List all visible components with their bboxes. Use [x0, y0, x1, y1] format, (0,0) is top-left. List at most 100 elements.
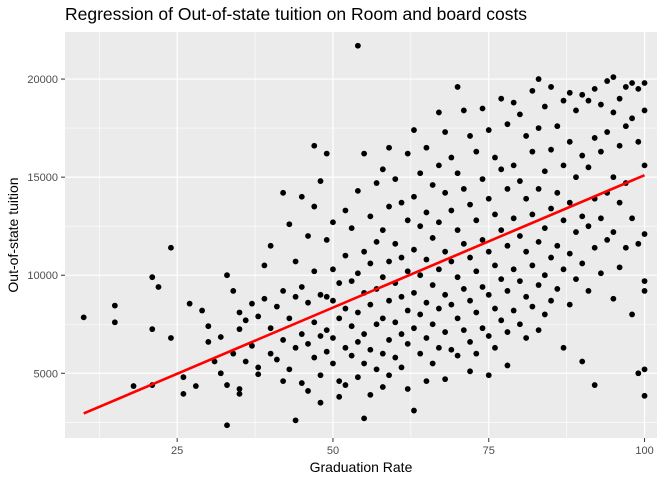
- y-tick-label: 15000: [27, 172, 58, 184]
- data-point: [429, 360, 436, 367]
- data-point: [535, 125, 542, 132]
- data-point: [392, 240, 399, 247]
- data-point: [429, 282, 436, 288]
- data-point: [541, 311, 548, 318]
- data-point: [541, 225, 548, 232]
- data-point: [423, 378, 430, 385]
- data-point: [523, 195, 530, 202]
- data-point: [579, 213, 586, 220]
- data-point: [479, 176, 486, 183]
- data-point: [460, 286, 467, 292]
- data-point: [504, 287, 511, 294]
- data-point: [504, 329, 511, 335]
- data-point: [435, 266, 442, 273]
- data-point: [604, 237, 611, 243]
- data-point: [224, 422, 230, 429]
- data-point: [442, 129, 449, 135]
- data-point: [330, 219, 336, 226]
- data-point: [641, 162, 648, 169]
- data-point: [311, 354, 318, 361]
- data-point: [517, 233, 523, 239]
- data-point: [616, 142, 623, 149]
- data-point: [467, 297, 473, 304]
- data-point: [386, 144, 392, 151]
- data-point: [404, 217, 411, 224]
- data-point: [554, 123, 561, 130]
- data-point: [342, 305, 349, 312]
- data-point: [604, 78, 611, 84]
- data-point: [641, 366, 648, 373]
- data-point: [442, 376, 449, 383]
- data-point: [473, 350, 480, 357]
- data-point: [348, 323, 355, 330]
- data-point: [604, 129, 611, 135]
- data-point: [460, 240, 467, 247]
- data-point: [610, 229, 617, 235]
- data-point: [361, 331, 368, 337]
- y-tick-label: 5000: [34, 368, 58, 380]
- data-point: [379, 315, 386, 322]
- data-point: [261, 295, 268, 302]
- data-point: [348, 278, 355, 284]
- data-point: [224, 382, 230, 388]
- data-point: [361, 248, 368, 255]
- x-axis-ticks: 25 50 75 100: [171, 438, 654, 457]
- data-point: [448, 346, 455, 353]
- data-point: [286, 315, 293, 322]
- data-point: [255, 364, 262, 371]
- data-point: [392, 176, 399, 183]
- data-point: [379, 274, 386, 281]
- data-point: [460, 327, 467, 334]
- data-point: [398, 293, 405, 300]
- data-point: [230, 350, 237, 357]
- data-point: [336, 393, 343, 400]
- data-point: [354, 270, 361, 277]
- regression-line: [83, 173, 646, 415]
- data-point: [411, 246, 417, 253]
- data-point: [517, 111, 523, 118]
- data-point: [317, 372, 324, 379]
- data-point: [548, 297, 554, 304]
- x-tick-label: 100: [635, 445, 653, 457]
- data-point: [510, 266, 517, 273]
- data-point: [504, 186, 511, 192]
- data-point: [492, 344, 498, 351]
- data-point: [417, 170, 424, 177]
- data-point: [598, 148, 604, 155]
- data-point: [473, 148, 480, 155]
- data-point: [342, 382, 349, 388]
- data-point: [535, 282, 542, 288]
- data-point: [168, 335, 174, 341]
- data-point: [392, 354, 399, 361]
- data-point: [585, 287, 592, 294]
- data-point: [448, 258, 455, 265]
- data-point: [267, 325, 274, 332]
- data-point: [330, 266, 336, 273]
- data-point: [641, 231, 648, 237]
- data-point: [467, 368, 473, 375]
- data-point: [311, 203, 318, 210]
- data-point: [354, 338, 361, 345]
- data-point: [361, 150, 368, 157]
- data-point: [417, 272, 424, 279]
- data-point: [386, 258, 392, 265]
- data-point: [591, 135, 598, 141]
- data-point: [473, 309, 480, 316]
- data-point: [622, 123, 629, 130]
- data-point: [641, 107, 648, 114]
- data-point: [598, 101, 604, 108]
- data-point: [373, 321, 380, 328]
- data-point: [323, 327, 330, 334]
- y-axis-ticks: 5000 10000 15000 20000: [27, 74, 65, 380]
- data-point: [591, 382, 598, 388]
- data-point: [498, 166, 505, 173]
- data-point: [367, 391, 374, 398]
- data-point: [192, 383, 199, 389]
- data-point: [641, 392, 648, 399]
- data-point: [111, 302, 118, 309]
- data-point: [367, 301, 374, 308]
- data-point: [292, 417, 299, 424]
- data-point: [330, 360, 336, 367]
- data-point: [323, 293, 330, 300]
- data-point: [311, 319, 318, 326]
